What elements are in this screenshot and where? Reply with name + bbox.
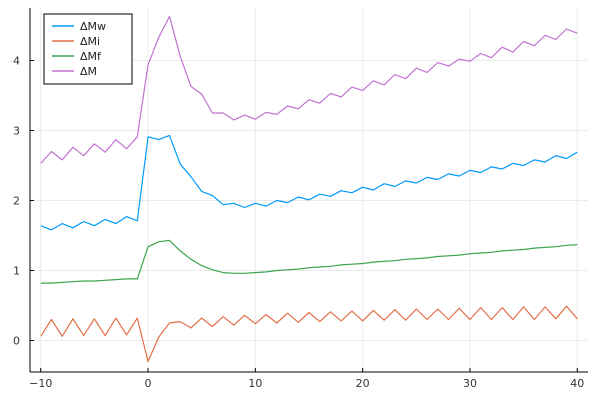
series-line	[40, 15, 578, 164]
series-line	[40, 239, 578, 284]
y-tick-label: 1	[13, 265, 20, 278]
tick-labels: −10 0 10 20 30 40 0 1 2 3 4	[13, 55, 584, 391]
legend-label: ΔM	[80, 65, 97, 78]
series-line	[40, 305, 578, 363]
axes	[29, 8, 588, 373]
x-tick-label: 0	[145, 377, 152, 390]
y-tick-label: 4	[13, 55, 20, 68]
legend-label: ΔMf	[80, 50, 102, 63]
legend: ΔMw ΔMi ΔMf ΔM	[43, 13, 133, 85]
series-line	[40, 134, 578, 231]
legend-label: ΔMi	[80, 35, 100, 48]
y-tick-label: 3	[13, 125, 20, 138]
x-tick-label: 40	[570, 377, 584, 390]
y-tick-label: 2	[13, 195, 20, 208]
legend-label: ΔMw	[80, 20, 106, 33]
x-tick-label: 20	[356, 377, 370, 390]
x-tick-label: −10	[29, 377, 52, 390]
x-tick-label: 30	[463, 377, 477, 390]
x-tick-label: 10	[248, 377, 262, 390]
series-lines	[40, 15, 578, 363]
y-tick-label: 0	[13, 335, 20, 348]
